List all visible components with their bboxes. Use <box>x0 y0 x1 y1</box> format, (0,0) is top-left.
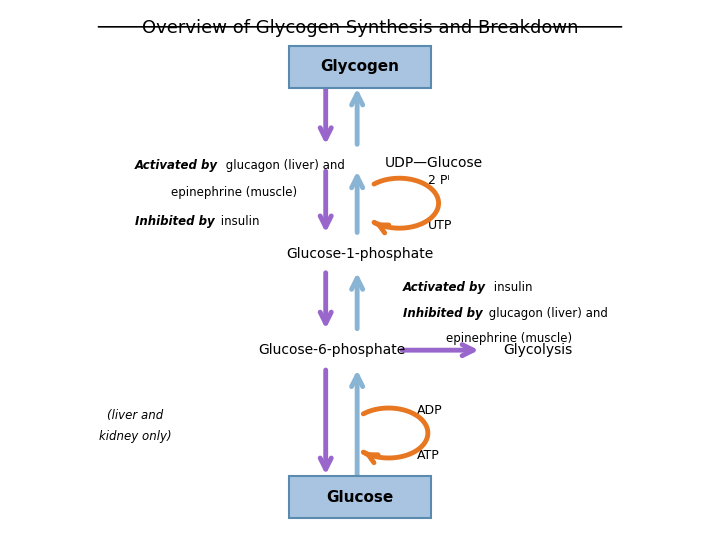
Text: UDP—Glucose: UDP—Glucose <box>385 156 483 170</box>
Text: (liver and: (liver and <box>107 409 163 422</box>
Text: Overview of Glycogen Synthesis and Breakdown: Overview of Glycogen Synthesis and Break… <box>142 19 578 37</box>
Text: Activated by: Activated by <box>403 281 486 294</box>
Text: epinephrine (muscle): epinephrine (muscle) <box>171 186 297 199</box>
Text: glucagon (liver) and: glucagon (liver) and <box>222 159 345 172</box>
Text: UTP: UTP <box>428 219 452 232</box>
Text: glucagon (liver) and: glucagon (liver) and <box>485 307 608 320</box>
FancyBboxPatch shape <box>289 46 431 88</box>
Text: insulin: insulin <box>217 215 260 228</box>
Text: insulin: insulin <box>490 281 533 294</box>
Text: Glycolysis: Glycolysis <box>503 343 572 357</box>
Text: Glucose-6-phosphate: Glucose-6-phosphate <box>258 343 405 357</box>
Text: Glucose: Glucose <box>326 490 394 505</box>
Text: ATP: ATP <box>417 449 440 462</box>
FancyBboxPatch shape <box>289 476 431 518</box>
Text: Inhibited by: Inhibited by <box>403 307 482 320</box>
Text: Glucose-1-phosphate: Glucose-1-phosphate <box>287 247 433 261</box>
Text: Activated by: Activated by <box>135 159 218 172</box>
Text: Glycogen: Glycogen <box>320 59 400 75</box>
Text: ADP: ADP <box>417 404 443 417</box>
Text: epinephrine (muscle): epinephrine (muscle) <box>446 332 572 345</box>
Text: Inhibited by: Inhibited by <box>135 215 215 228</box>
Text: kidney only): kidney only) <box>99 430 171 443</box>
Text: 2 Pᴵ: 2 Pᴵ <box>428 174 449 187</box>
